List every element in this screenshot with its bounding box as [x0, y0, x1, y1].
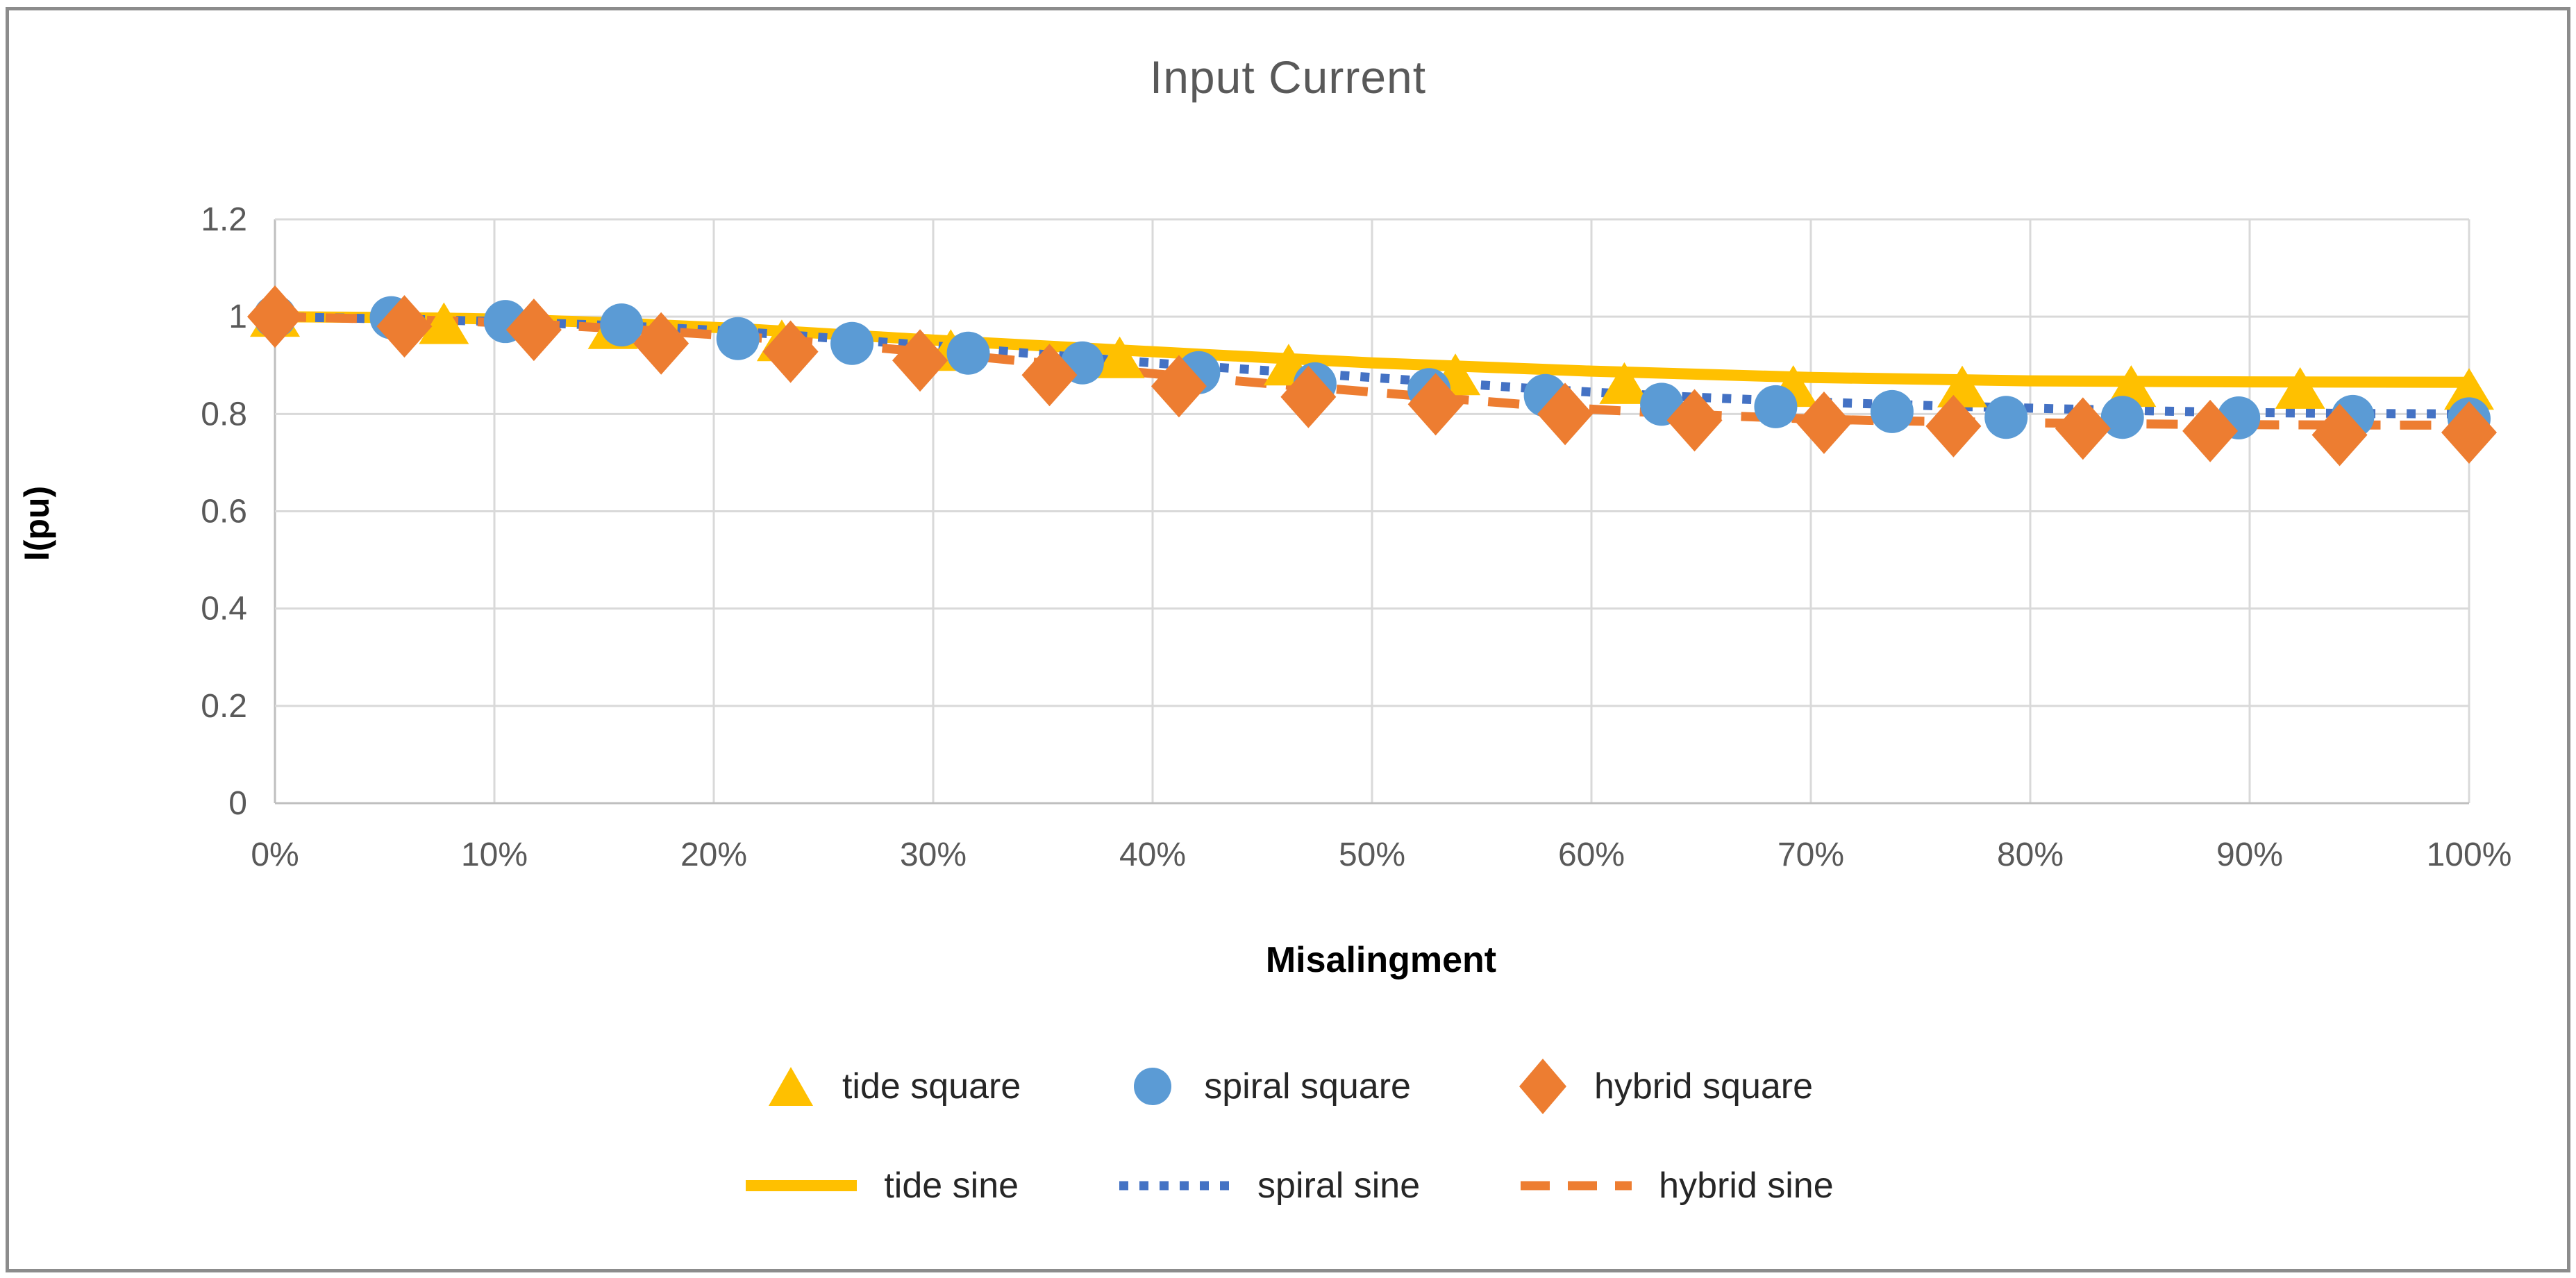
y-tick-label: 0.4 — [201, 591, 247, 628]
data-point-hybrid-square — [2311, 403, 2368, 466]
dotted-line-swatch-icon — [1119, 1181, 1231, 1191]
data-point-hybrid-square — [1407, 373, 1464, 436]
data-point-spiral-square — [600, 303, 644, 347]
x-tick-label: 100% — [2427, 836, 2512, 873]
legend-item-spiral-sine: spiral sine — [1116, 1154, 1420, 1217]
data-point-hybrid-square — [1151, 355, 1207, 418]
data-point-spiral-square — [1754, 385, 1798, 428]
dashed-line-swatch-icon — [1521, 1181, 1632, 1191]
legend-row-markers: tide square spiral square hybrid square — [9, 1055, 2567, 1118]
y-tick-label: 0.6 — [201, 494, 247, 530]
y-tick-label: 1 — [228, 299, 247, 335]
data-point-tide-square — [1094, 336, 1145, 378]
data-point-hybrid-square — [762, 320, 819, 383]
circle-marker-icon — [1134, 1068, 1172, 1105]
y-tick-label: 1.2 — [201, 201, 247, 238]
data-point-tide-square — [2275, 367, 2325, 409]
data-point-hybrid-square — [505, 299, 562, 362]
data-point-hybrid-square — [2441, 401, 2497, 464]
data-point-spiral-square — [830, 321, 874, 365]
y-tick-label: 0.8 — [201, 396, 247, 432]
data-point-spiral-square — [1870, 389, 1914, 433]
chart-frame: Input Current I(pu) Misalingment 1.2 1 0.8… — [6, 7, 2570, 1272]
x-tick-label: 30% — [900, 836, 967, 873]
x-tick-label: 60% — [1558, 836, 1625, 873]
data-point-hybrid-square — [633, 312, 689, 375]
data-point-spiral-square — [946, 331, 990, 375]
legend-label: tide square — [842, 1066, 1021, 1107]
data-point-tide-square — [419, 302, 469, 344]
x-axis-title: Misalingment — [1265, 940, 1497, 980]
legend-row-lines: tide sine spiral sine hybrid sine — [9, 1154, 2567, 1217]
diamond-marker-icon — [1519, 1059, 1566, 1114]
data-point-hybrid-square — [1537, 382, 1594, 446]
legend-item-tide-sine: tide sine — [742, 1154, 1019, 1217]
legend-item-spiral-square: spiral square — [1125, 1055, 1411, 1118]
x-tick-label: 20% — [680, 836, 747, 873]
data-point-hybrid-square — [1280, 365, 1337, 428]
data-point-tide-square — [1599, 362, 1650, 404]
x-tick-label: 70% — [1778, 836, 1844, 873]
legend-label: hybrid sine — [1659, 1166, 1834, 1206]
data-point-tide-square — [1937, 365, 1988, 407]
data-point-hybrid-square — [1666, 389, 1723, 452]
y-tick-label: 0.2 — [201, 688, 247, 725]
data-point-hybrid-square — [1925, 394, 1982, 457]
x-tick-label: 50% — [1339, 836, 1405, 873]
solid-line-swatch-icon — [746, 1180, 858, 1191]
legend-item-tide-square: tide square — [763, 1055, 1021, 1118]
x-tick-label: 10% — [461, 836, 528, 873]
triangle-marker-icon — [768, 1067, 813, 1106]
data-point-spiral-square — [1984, 396, 2028, 439]
chart-title: Input Current — [1149, 51, 1427, 103]
data-point-hybrid-square — [892, 329, 948, 392]
data-point-tide-square — [2444, 368, 2494, 410]
data-point-hybrid-square — [1796, 391, 1852, 454]
data-point-hybrid-square — [2182, 399, 2239, 462]
data-point-spiral-square — [2100, 396, 2144, 439]
legend-item-hybrid-square: hybrid square — [1515, 1055, 1813, 1118]
legend-label: spiral square — [1204, 1066, 1411, 1107]
data-point-hybrid-square — [376, 295, 433, 358]
x-tick-label: 40% — [1119, 836, 1186, 873]
plot-area: 1.2 1 0.8 0.6 0.4 0.2 00% 10% 20% 30% 40% 50% 60% 70%… — [201, 201, 2512, 873]
x-tick-label: 80% — [1997, 836, 2064, 873]
legend-item-hybrid-sine: hybrid sine — [1517, 1154, 1834, 1217]
data-point-spiral-square — [716, 317, 760, 360]
x-tick-label: 0% — [251, 836, 299, 873]
legend-label: spiral sine — [1257, 1166, 1421, 1206]
x-tick-label: 90% — [2216, 836, 2283, 873]
data-point-hybrid-square — [2055, 397, 2111, 460]
legend-label: tide sine — [884, 1166, 1019, 1206]
y-tick-label: 0 — [228, 785, 247, 822]
data-point-hybrid-square — [1021, 344, 1078, 407]
legend-label: hybrid square — [1594, 1066, 1814, 1107]
data-point-hybrid-square — [247, 285, 303, 348]
